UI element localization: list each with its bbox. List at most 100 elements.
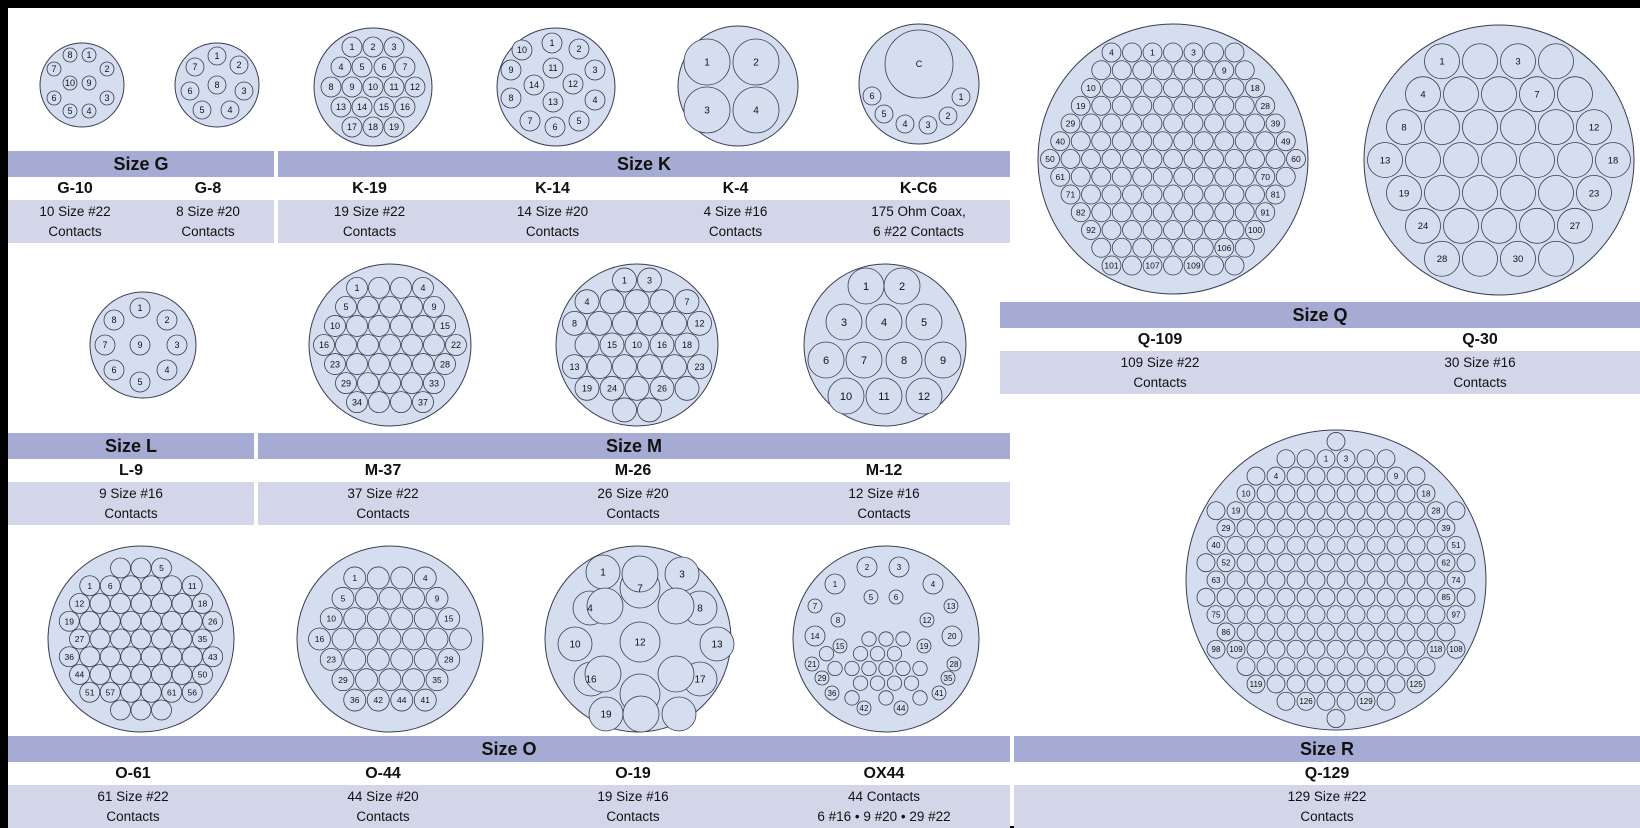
q129-contact-cavity <box>1276 449 1296 469</box>
q129-contact-cavity <box>1376 622 1396 642</box>
m37-contact-cavity <box>390 276 412 299</box>
o61-contact-cavity <box>130 664 152 685</box>
g10-contact-cavity <box>62 103 78 119</box>
q30-contact-cavity <box>1443 207 1479 244</box>
q109-contact-cavity <box>1152 95 1173 116</box>
q129-contact-cavity <box>1396 518 1416 538</box>
k19-contact-number: 9 <box>349 82 354 92</box>
g10-contact-cavity <box>62 47 78 63</box>
q30-contact-number: 4 <box>1420 90 1425 101</box>
q109-contact-cavity <box>1101 113 1122 134</box>
q30-contact-cavity <box>1424 109 1460 145</box>
q30-contact-cavity <box>1538 175 1574 211</box>
desc-kc6-line2: 6 #22 Contacts <box>873 223 964 239</box>
q129-contact-cavity <box>1306 466 1326 486</box>
k19-contact-number: 12 <box>410 82 420 92</box>
q129-contact-cavity <box>1406 466 1426 486</box>
g10-contact-number: 6 <box>51 93 56 103</box>
q109-contact-cavity <box>1193 166 1214 187</box>
q129-contact-cavity <box>1286 466 1306 486</box>
ox44-contact-cavity <box>804 625 826 647</box>
l9-contact-number: 3 <box>174 340 179 350</box>
desc-m12: 12 Size #16 Contacts <box>758 482 1010 525</box>
g10-contact-number: 4 <box>86 106 91 116</box>
q129-contact-cavity <box>1356 587 1376 607</box>
o61-contact-cavity <box>89 593 111 614</box>
m26-contact-cavity <box>687 310 712 336</box>
k14-contact-number: 2 <box>576 44 581 54</box>
o19-contact-number: 16 <box>585 675 597 686</box>
q129-contact-cavity <box>1386 605 1406 625</box>
q129-contact-cavity <box>1456 553 1476 573</box>
q129-contact-cavity <box>1276 622 1296 642</box>
k19-contact-number: 6 <box>381 62 386 72</box>
k19-contact-number: 1 <box>349 42 354 52</box>
q109-contact-cavity <box>1204 220 1224 240</box>
o61-contact-cavity <box>69 628 90 650</box>
o19-contact-number: 1 <box>600 568 606 579</box>
k14-contact-cavity <box>584 59 606 81</box>
q30-contact-cavity <box>1500 43 1536 80</box>
g8-contact-cavity <box>180 81 200 101</box>
m12-contact-cavity <box>865 377 903 415</box>
g8-contact-number: 5 <box>199 105 204 115</box>
q109-contact-number: 10 <box>1086 83 1096 93</box>
q129-contact-cavity <box>1256 518 1276 538</box>
desc-q30-line1: 30 Size #16 <box>1444 354 1516 370</box>
q109-contact-cavity <box>1224 255 1245 276</box>
q109-contact-cavity <box>1081 184 1101 205</box>
q129-contact-cavity <box>1366 535 1386 555</box>
desc-m37-line2: Contacts <box>356 505 410 521</box>
k4-contact-cavity <box>732 86 780 134</box>
g8-contact-cavity <box>192 100 212 120</box>
o19-contact-number: 10 <box>569 640 581 651</box>
q109-contact-number: 91 <box>1261 207 1271 217</box>
q109-contact-number: 61 <box>1056 172 1066 182</box>
q109-contact-cavity <box>1081 149 1101 169</box>
m26-contact-number: 18 <box>682 340 692 350</box>
ox44-contact-cavity <box>869 646 886 662</box>
q129-contact-cavity <box>1416 622 1436 642</box>
desc-k4-line2: Contacts <box>708 223 763 239</box>
desc-q129-line2: Contacts <box>1300 808 1354 824</box>
k14-contact-cavity <box>519 110 541 132</box>
m37-contact-cavity <box>401 334 423 356</box>
q109-contact-cavity <box>1183 220 1204 240</box>
q109-contact-cavity <box>1101 78 1122 98</box>
k4-contact-cavity <box>683 38 731 86</box>
q109-contact-cavity <box>1173 166 1194 187</box>
q109-contact-cavity <box>1152 166 1173 187</box>
o61-contact-cavity <box>192 664 213 685</box>
o61-contact-cavity <box>140 646 162 668</box>
o61-contact-number: 57 <box>106 687 116 697</box>
l9-insert-diagram: 1 8 2 7 9 3 6 4 5 <box>89 291 197 399</box>
code-kc6: K-C6 <box>899 180 938 197</box>
q129-contact-number: 109 <box>1229 645 1243 654</box>
q129-contact-cavity <box>1386 570 1406 590</box>
q109-contact-cavity <box>1142 255 1163 276</box>
group-bar-size-l: Size L <box>8 433 254 459</box>
o44-contact-cavity <box>402 627 425 651</box>
o61-contact-cavity <box>151 699 172 721</box>
ox44-contact-cavity <box>916 638 932 654</box>
desc-l9-line1: 9 Size #16 <box>99 485 163 501</box>
q109-contact-cavity <box>1122 42 1142 63</box>
m37-contact-cavity <box>346 391 368 414</box>
q109-contact-cavity <box>1142 184 1163 205</box>
desc-o44-line2: Contacts <box>356 808 410 824</box>
q30-contact-cavity <box>1481 207 1517 244</box>
q109-contact-number: 19 <box>1076 101 1086 111</box>
q129-contact-cavity <box>1326 432 1346 451</box>
q129-contact-cavity <box>1396 622 1416 642</box>
q30-contact-cavity <box>1367 142 1403 178</box>
q109-contact-number: 49 <box>1281 136 1291 146</box>
o44-contact-cavity <box>390 688 414 712</box>
q129-contact-cavity <box>1306 605 1326 625</box>
q30-contact-number: 27 <box>1570 221 1581 232</box>
q129-contact-cavity <box>1276 691 1296 711</box>
q129-contact-number: 62 <box>1442 559 1451 568</box>
m37-contact-number: 37 <box>418 397 428 407</box>
q109-contact-cavity <box>1132 237 1153 258</box>
m12-contact-cavity <box>905 377 943 415</box>
